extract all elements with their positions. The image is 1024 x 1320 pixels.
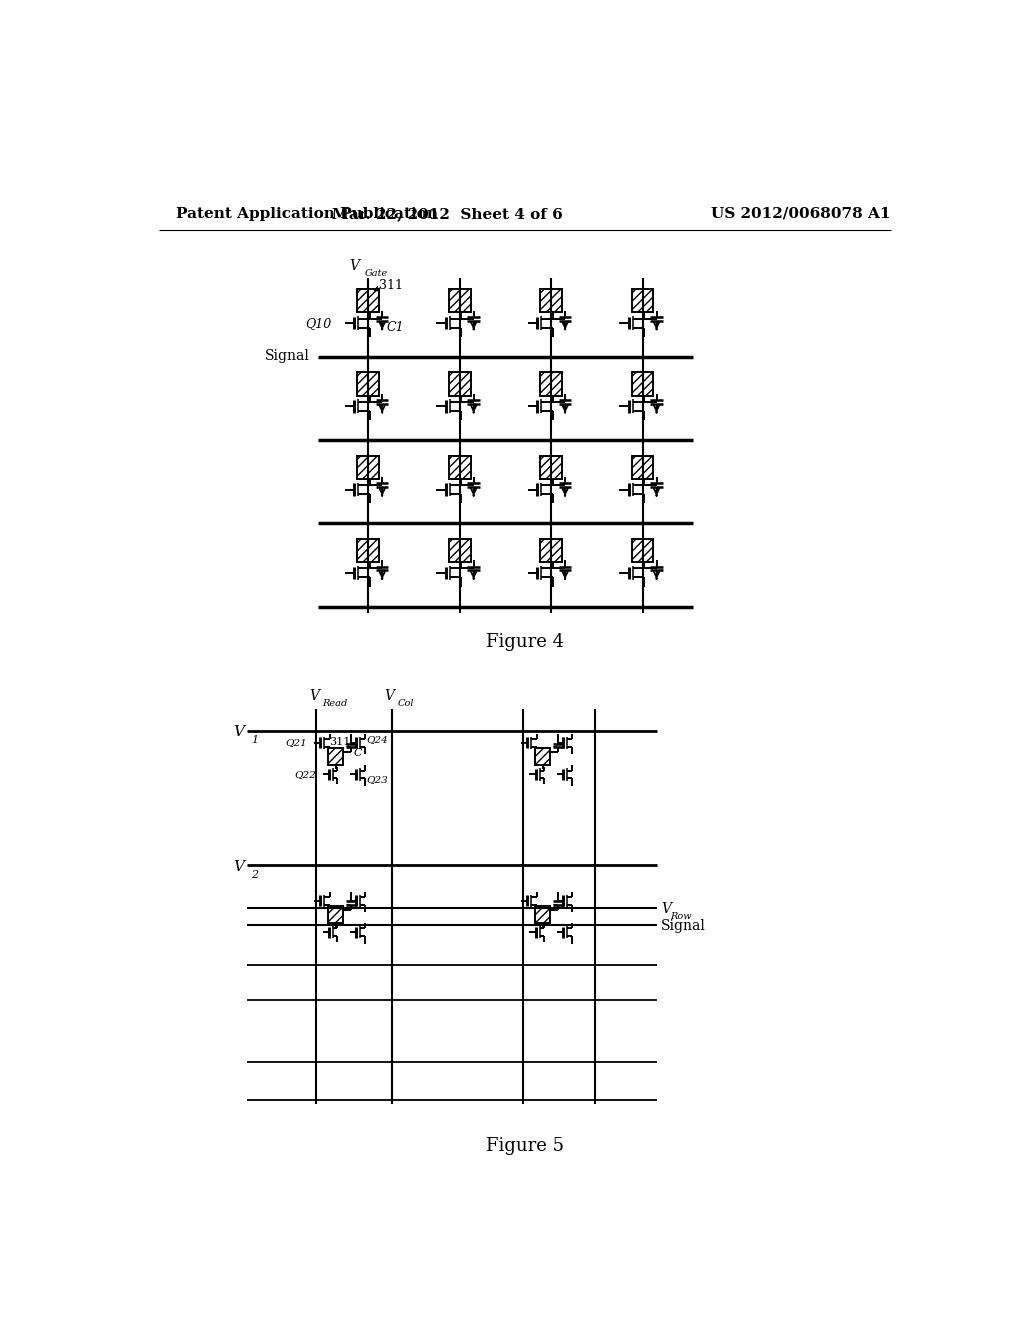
Text: Q23: Q23 (367, 775, 388, 784)
Text: Mar. 22, 2012  Sheet 4 of 6: Mar. 22, 2012 Sheet 4 of 6 (332, 207, 562, 220)
Bar (357, 539, 379, 562)
Text: Gate: Gate (365, 269, 388, 279)
Text: Q10: Q10 (305, 317, 331, 330)
Bar (541, 455, 562, 479)
Bar (328, 906, 343, 923)
Bar (632, 539, 653, 562)
Bar (357, 372, 379, 396)
Text: Figure 4: Figure 4 (485, 634, 564, 651)
Text: Patent Application Publication: Patent Application Publication (176, 207, 438, 220)
Bar (535, 748, 550, 766)
Text: V: V (233, 859, 245, 874)
Text: Read: Read (323, 700, 348, 708)
Text: Signal: Signal (265, 350, 310, 363)
Bar (541, 372, 562, 396)
Bar (541, 289, 562, 313)
Text: V: V (662, 902, 671, 916)
Bar (632, 455, 653, 479)
Bar (449, 455, 471, 479)
Text: Figure 5: Figure 5 (485, 1138, 564, 1155)
Bar (449, 372, 471, 396)
Text: Row: Row (670, 912, 691, 921)
Text: Q21: Q21 (286, 738, 307, 747)
Text: Col: Col (397, 700, 414, 708)
Text: Q22: Q22 (295, 770, 316, 779)
Text: V: V (233, 725, 245, 739)
Text: 2: 2 (251, 870, 258, 879)
Bar (449, 539, 471, 562)
Text: V: V (309, 689, 319, 702)
Bar (449, 289, 471, 313)
Text: Q24: Q24 (367, 735, 388, 744)
Text: US 2012/0068078 A1: US 2012/0068078 A1 (711, 207, 891, 220)
Text: V: V (349, 259, 359, 273)
Text: 311: 311 (330, 737, 351, 747)
Bar (357, 289, 379, 313)
Text: C1: C1 (387, 321, 404, 334)
Bar (632, 289, 653, 313)
Text: Signal: Signal (662, 919, 707, 933)
Bar (357, 455, 379, 479)
Bar (541, 539, 562, 562)
Bar (535, 906, 550, 923)
Text: 311: 311 (379, 279, 403, 292)
Bar (328, 748, 343, 766)
Bar (632, 372, 653, 396)
Text: V: V (384, 689, 394, 702)
Text: C: C (353, 748, 362, 758)
Text: 1: 1 (251, 735, 258, 744)
